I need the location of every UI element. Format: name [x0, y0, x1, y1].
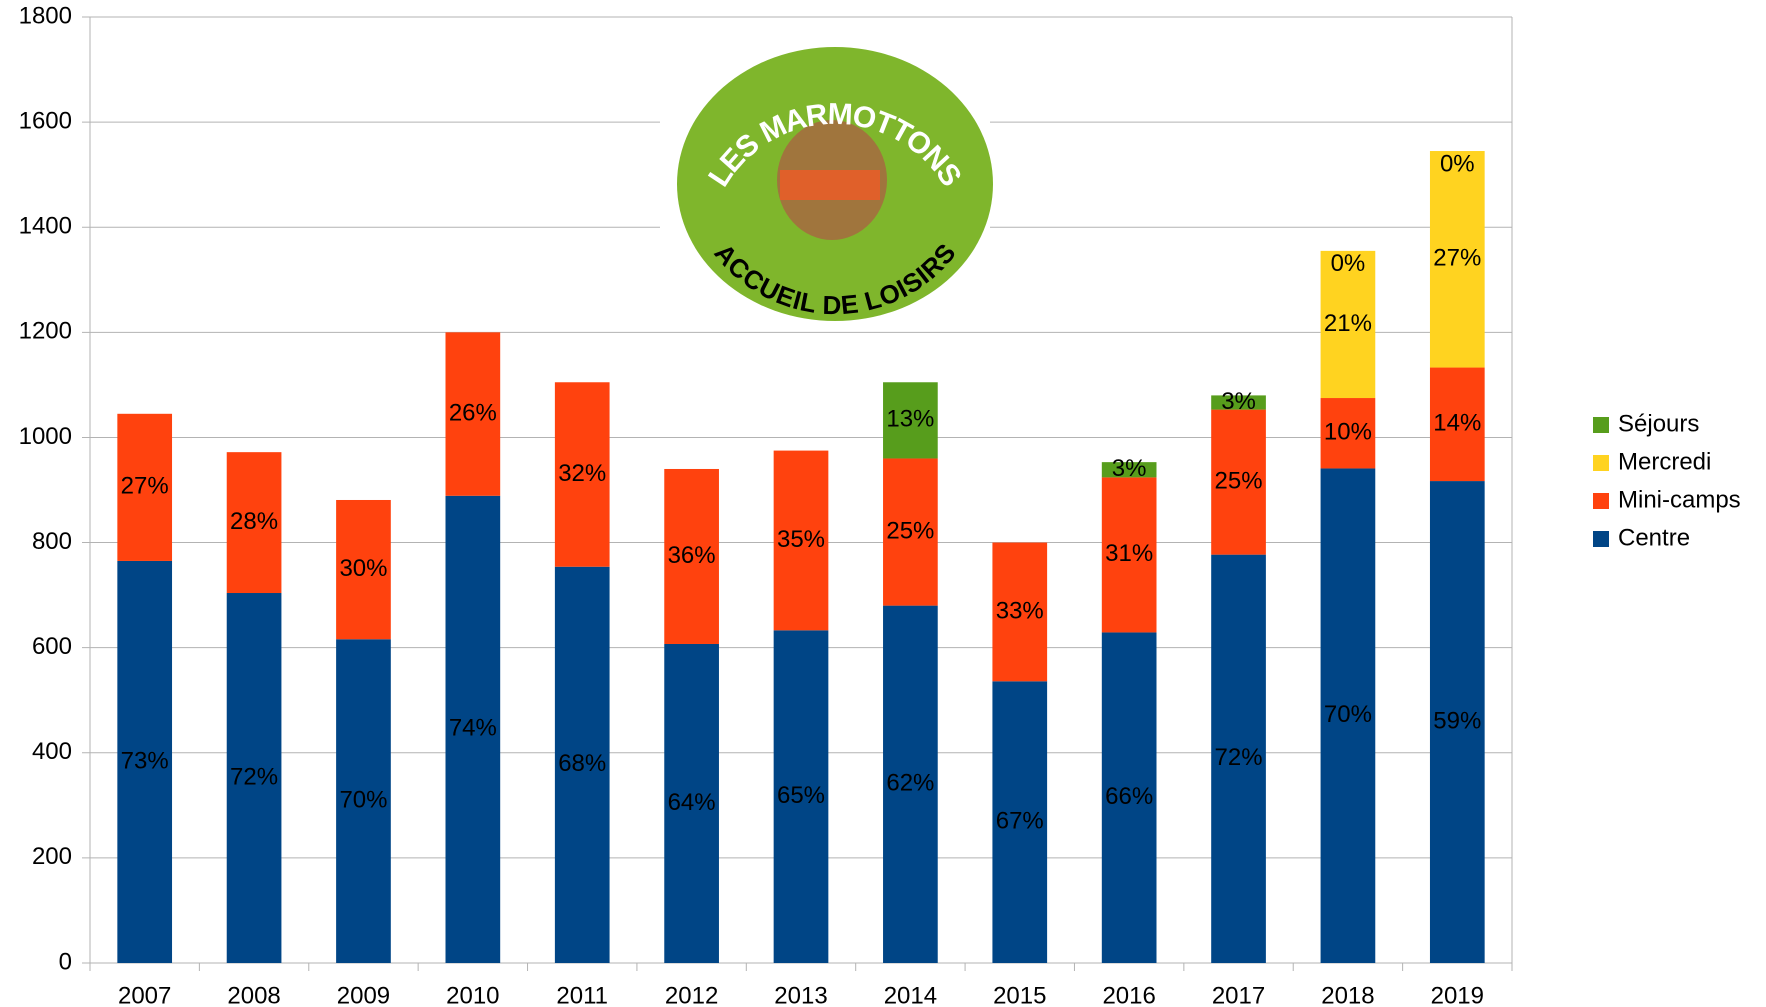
bar-segment: [1320, 250, 1376, 399]
y-tick-label: 600: [32, 633, 72, 660]
data-label: 30%: [339, 555, 387, 582]
x-tick-label: 2016: [1102, 982, 1155, 1007]
bar-segment: [1320, 468, 1376, 963]
data-label: 33%: [996, 597, 1044, 624]
data-label: 65%: [777, 782, 825, 809]
bar-segment: [1211, 409, 1266, 555]
data-label: 25%: [886, 517, 934, 544]
bar-segment: [992, 542, 1048, 682]
data-label: 14%: [1433, 410, 1481, 437]
legend-swatch: [1593, 531, 1609, 547]
y-tick-label: 800: [32, 528, 72, 555]
data-label: 62%: [886, 770, 934, 797]
x-tick-label: 2010: [446, 982, 499, 1007]
data-label: 0%: [1331, 250, 1366, 277]
x-tick-label: 2012: [665, 982, 718, 1007]
data-label: 21%: [1324, 310, 1372, 337]
x-tick-label: 2014: [884, 982, 937, 1007]
legend-swatch: [1593, 493, 1609, 509]
bar-segment: [992, 681, 1048, 963]
data-label: 32%: [558, 460, 606, 487]
bar-segment: [1101, 477, 1157, 633]
bar-segment: [664, 468, 719, 644]
data-label: 28%: [230, 508, 278, 535]
data-label: 70%: [1324, 701, 1372, 728]
bar-segment: [336, 639, 391, 963]
y-tick-label: 0: [59, 948, 72, 975]
data-label: 72%: [1215, 744, 1263, 771]
y-tick-label: 1000: [19, 423, 72, 450]
data-label: 74%: [449, 715, 497, 742]
legend-swatch: [1593, 455, 1609, 471]
x-tick-label: 2019: [1431, 982, 1484, 1007]
x-tick-label: 2015: [993, 982, 1046, 1007]
data-label: 66%: [1105, 783, 1153, 810]
legend-label: Centre: [1618, 524, 1690, 551]
bar-segment: [1320, 398, 1376, 469]
x-tick-label: 2017: [1212, 982, 1265, 1007]
legend-swatch: [1593, 417, 1609, 433]
x-tick-label: 2007: [118, 982, 171, 1007]
bar-segment: [226, 452, 282, 594]
bar-segment: [883, 605, 938, 963]
bar-segment: [445, 495, 501, 963]
x-tick-label: 2008: [227, 982, 280, 1007]
bar-segment: [1101, 462, 1157, 478]
legend-label: Mini-camps: [1618, 486, 1741, 513]
data-label: 3%: [1112, 455, 1147, 482]
data-label: 25%: [1215, 467, 1263, 494]
data-label: 64%: [668, 789, 716, 816]
data-label: 27%: [1433, 245, 1481, 272]
data-label: 31%: [1105, 540, 1153, 567]
bar-segment: [1429, 151, 1485, 368]
y-tick-label: 1400: [19, 213, 72, 240]
bar-segment: [883, 382, 938, 459]
y-tick-label: 1800: [19, 2, 72, 29]
data-label: 10%: [1324, 419, 1372, 446]
data-label: 36%: [668, 542, 716, 569]
data-label: 67%: [996, 807, 1044, 834]
x-tick-label: 2009: [337, 982, 390, 1007]
bar-segment: [554, 566, 610, 963]
y-tick-label: 400: [32, 738, 72, 765]
legend-label: Séjours: [1618, 410, 1699, 437]
x-tick-label: 2011: [556, 982, 608, 1007]
data-label: 26%: [449, 399, 497, 426]
data-label: 73%: [121, 747, 169, 774]
bar-segment: [883, 458, 938, 606]
y-tick-label: 1600: [19, 107, 72, 134]
data-label: 35%: [777, 526, 825, 553]
bar-segment: [664, 643, 719, 963]
data-label: 70%: [339, 786, 387, 813]
bar-segment: [1211, 395, 1266, 410]
data-label: 68%: [558, 750, 606, 777]
bar-segment: [1101, 632, 1157, 963]
data-label: 27%: [121, 473, 169, 500]
bar-segment: [117, 560, 173, 963]
data-label: 3%: [1221, 388, 1256, 415]
bar-segment: [445, 332, 501, 496]
logo-accordion: [780, 170, 880, 200]
bar-segment: [1211, 554, 1266, 963]
data-label: 13%: [886, 406, 934, 433]
legend-label: Mercredi: [1618, 448, 1711, 475]
bar-segment: [773, 450, 829, 631]
x-tick-label: 2018: [1321, 982, 1374, 1007]
bar-segment: [336, 499, 391, 640]
y-tick-label: 1200: [19, 318, 72, 345]
y-tick-label: 200: [32, 843, 72, 870]
data-label: 72%: [230, 763, 278, 790]
bar-segment: [1429, 481, 1485, 963]
bar-segment: [226, 593, 282, 963]
x-tick-label: 2013: [774, 982, 827, 1007]
logo: LES MARMOTTONS ACCUEIL DE LOISIRS: [660, 45, 993, 321]
bar-segment: [117, 413, 173, 561]
data-label: 0%: [1440, 150, 1475, 177]
bar-segment: [554, 382, 610, 567]
bar-segment: [773, 630, 829, 963]
data-label: 59%: [1433, 707, 1481, 734]
bar-segment: [1429, 367, 1485, 482]
